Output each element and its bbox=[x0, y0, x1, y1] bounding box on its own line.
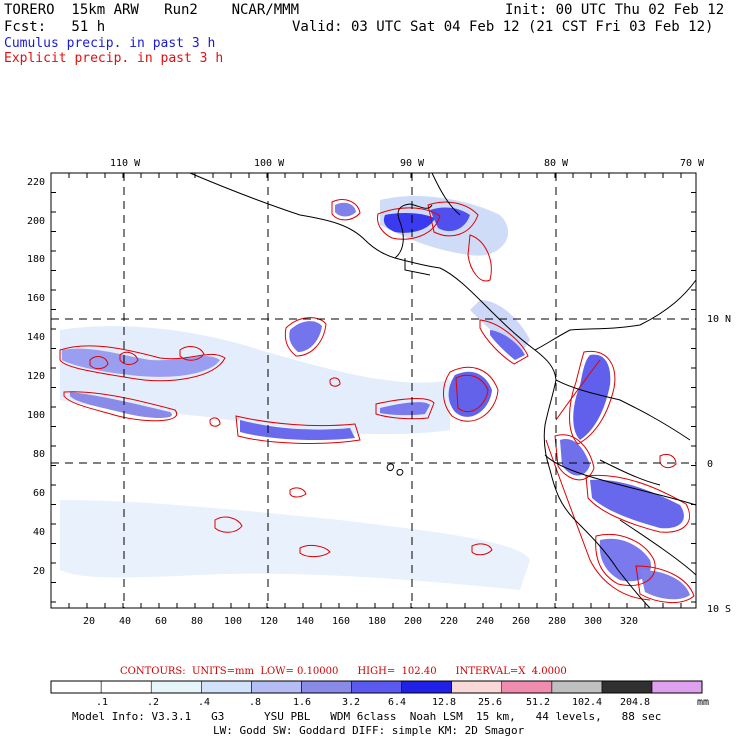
graticule bbox=[51, 173, 696, 608]
colorbar-cell bbox=[601, 680, 653, 694]
colorbar-label: 3.2 bbox=[342, 697, 360, 708]
x-tick-label: 260 bbox=[512, 616, 530, 627]
colorbar-cell bbox=[501, 680, 553, 694]
x-tick-label: 280 bbox=[548, 616, 566, 627]
colorbar-label: 12.8 bbox=[432, 697, 456, 708]
model-info-line1: Model Info: V3.3.1 G3 YSU PBL WDM 6class… bbox=[72, 710, 662, 723]
x-tick-label: 100 bbox=[224, 616, 242, 627]
colorbar-label: 25.6 bbox=[478, 697, 502, 708]
legend-explicit: Explicit precip. in past 3 h bbox=[4, 51, 224, 66]
lon-label: 90 W bbox=[400, 158, 425, 169]
coastlines bbox=[189, 172, 697, 609]
y-tick-label: 60 bbox=[33, 488, 45, 499]
colorbar-label: .4 bbox=[198, 697, 210, 708]
lon-label: 100 W bbox=[254, 158, 285, 169]
colorbar-cell bbox=[651, 680, 703, 694]
lat-label: 0 bbox=[707, 459, 713, 470]
colorbar-unit: mm bbox=[697, 697, 709, 708]
colorbar bbox=[50, 680, 703, 694]
colorbar-label: .1 bbox=[96, 697, 108, 708]
forecast-hour: Fcst: 51 h bbox=[4, 19, 106, 35]
colorbar-cell bbox=[50, 680, 102, 694]
y-tick-label: 100 bbox=[27, 410, 45, 421]
init-time: Init: 00 UTC Thu 02 Feb 12 bbox=[505, 2, 725, 18]
colorbar-label: 6.4 bbox=[388, 697, 406, 708]
colorbar-label: 1.6 bbox=[293, 697, 311, 708]
y-tick-label: 80 bbox=[33, 449, 45, 460]
x-tick-label: 220 bbox=[440, 616, 458, 627]
colorbar-label: .2 bbox=[147, 697, 159, 708]
colorbar-label: 204.8 bbox=[620, 697, 650, 708]
colorbar-cell bbox=[551, 680, 603, 694]
lon-label: 80 W bbox=[544, 158, 569, 169]
x-tick-label: 120 bbox=[260, 616, 278, 627]
colorbar-label: .8 bbox=[249, 697, 261, 708]
legend-cumulus: Cumulus precip. in past 3 h bbox=[4, 36, 216, 51]
lon-label: 70 W bbox=[680, 158, 705, 169]
x-tick-label: 200 bbox=[404, 616, 422, 627]
contours-info: CONTOURS: UNITS=mm LOW= 0.10000 HIGH= 10… bbox=[120, 666, 567, 677]
y-tick-label: 180 bbox=[27, 254, 45, 265]
y-tick-label: 200 bbox=[27, 216, 45, 227]
x-tick-label: 320 bbox=[620, 616, 638, 627]
y-tick-label: 220 bbox=[27, 177, 45, 188]
colorbar-cell bbox=[150, 680, 202, 694]
colorbar-cell bbox=[351, 680, 402, 694]
x-tick-label: 20 bbox=[83, 616, 95, 627]
y-tick-label: 160 bbox=[27, 293, 45, 304]
x-tick-label: 80 bbox=[191, 616, 203, 627]
x-tick-label: 140 bbox=[296, 616, 314, 627]
x-tick-label: 40 bbox=[119, 616, 131, 627]
model-title: TORERO 15km ARW Run2 NCAR/MMM bbox=[4, 2, 300, 18]
colorbar-cell bbox=[251, 680, 302, 694]
colorbar-cell bbox=[100, 680, 152, 694]
valid-time: Valid: 03 UTC Sat 04 Feb 12 (21 CST Fri … bbox=[292, 19, 714, 35]
colorbar-cell bbox=[401, 680, 452, 694]
y-tick-label: 40 bbox=[33, 527, 45, 538]
colorbar-label: 102.4 bbox=[572, 697, 602, 708]
right-lat-labels: 10 N 0 10 S bbox=[707, 314, 731, 615]
x-grid-labels: 20 40 60 80 100 120 140 160 180 200 220 … bbox=[83, 616, 638, 627]
colorbar-frame bbox=[50, 680, 703, 694]
y-tick-label: 120 bbox=[27, 371, 45, 382]
lon-label: 110 W bbox=[110, 158, 141, 169]
colorbar-cell bbox=[200, 680, 252, 694]
x-tick-label: 300 bbox=[584, 616, 602, 627]
x-tick-label: 180 bbox=[368, 616, 386, 627]
colorbar-cell bbox=[301, 680, 352, 694]
colorbar-labels: .1 .2 .4 .8 1.6 3.2 6.4 12.8 25.6 51.2 1… bbox=[96, 697, 709, 708]
top-lon-labels: 110 W 100 W 90 W 80 W 70 W bbox=[110, 158, 705, 169]
frame-ticks bbox=[50, 172, 696, 608]
model-info-line2: LW: Godd SW: Goddard DIFF: simple KM: 2D… bbox=[213, 724, 525, 737]
colorbar-label: 51.2 bbox=[526, 697, 550, 708]
explicit-contours bbox=[59, 199, 695, 603]
lat-label: 10 N bbox=[707, 314, 731, 325]
x-tick-label: 160 bbox=[332, 616, 350, 627]
y-tick-label: 140 bbox=[27, 332, 45, 343]
x-tick-label: 60 bbox=[155, 616, 167, 627]
x-tick-label: 240 bbox=[476, 616, 494, 627]
colorbar-cell bbox=[451, 680, 503, 694]
lat-label: 10 S bbox=[707, 604, 731, 615]
y-tick-label: 20 bbox=[33, 566, 45, 577]
y-grid-labels: 220 200 180 160 140 120 100 80 60 40 20 bbox=[27, 177, 45, 577]
